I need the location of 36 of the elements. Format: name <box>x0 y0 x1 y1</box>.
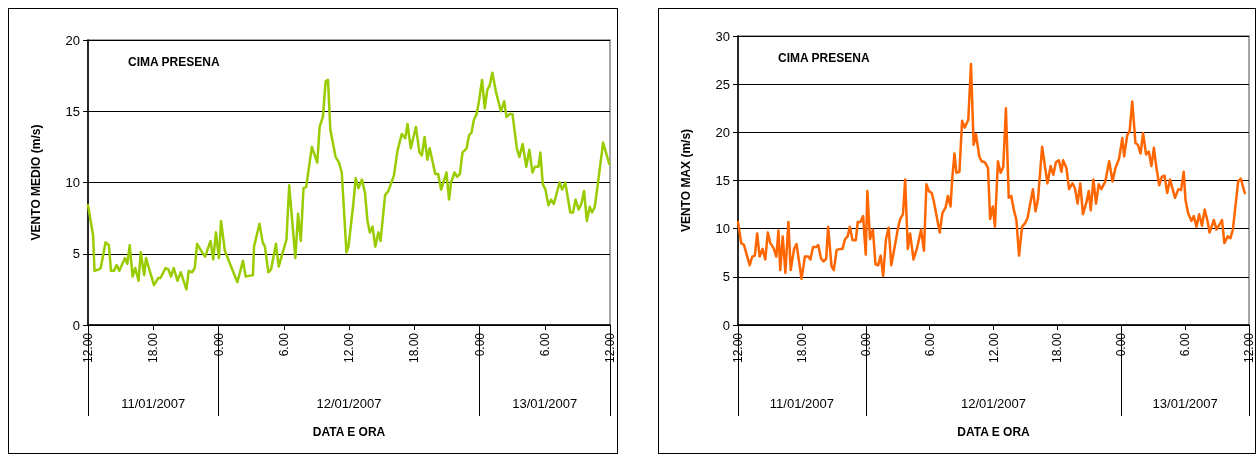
y-tick-label: 30 <box>715 28 730 44</box>
x2-tick-label: 11/01/2007 <box>769 396 834 411</box>
x-tick-label: 18.00 <box>1050 332 1065 364</box>
x2-tick-label: 13/01/2007 <box>1152 396 1218 411</box>
x-tick-label: 12.00 <box>986 332 1001 364</box>
text: CIMA PRESENA <box>778 51 870 65</box>
x-tick-label: 6.00 <box>276 332 291 357</box>
y-tick-label: 0 <box>722 317 730 333</box>
x-tick-label: 6.00 <box>922 332 937 357</box>
text: CIMA PRESENA <box>128 55 220 69</box>
x-tick-label: 6.00 <box>1178 332 1193 357</box>
x-axis-title: DATA E ORA <box>312 425 386 439</box>
y-tick-label: 20 <box>715 124 730 140</box>
x-tick-label: 6.00 <box>537 332 552 357</box>
y-axis-title: VENTO MEDIO (m/s) <box>29 124 43 241</box>
x-tick-label: 18.00 <box>146 332 161 364</box>
line-series <box>86 71 611 291</box>
x2-tick-label: 13/01/2007 <box>512 396 578 411</box>
y-tick-label: 15 <box>715 173 730 188</box>
x-tick-label: 18.00 <box>794 332 809 364</box>
x2-tick-label: 12/01/2007 <box>960 396 1027 411</box>
y-tick-label: 5 <box>72 246 80 262</box>
x-tick-label: 12.00 <box>342 332 356 364</box>
y-tick-label: 0 <box>72 317 80 333</box>
x2-tick-label: 11/01/2007 <box>121 396 186 411</box>
y-axis-title: VENTO MAX (m/s) <box>679 128 693 233</box>
y-tick-label: 20 <box>65 32 80 48</box>
y-tick-label: 5 <box>722 269 730 285</box>
y-tick-label: 25 <box>715 76 730 92</box>
x2-tick-label: 12/01/2007 <box>316 396 382 411</box>
x-axis-title: DATA E ORA <box>957 425 1031 439</box>
y-tick-label: 10 <box>715 221 730 237</box>
y-tick-label: 15 <box>65 103 80 119</box>
line-series <box>736 62 1246 281</box>
y-tick-label: 10 <box>65 175 80 190</box>
x-tick-label: 18.00 <box>407 332 422 364</box>
